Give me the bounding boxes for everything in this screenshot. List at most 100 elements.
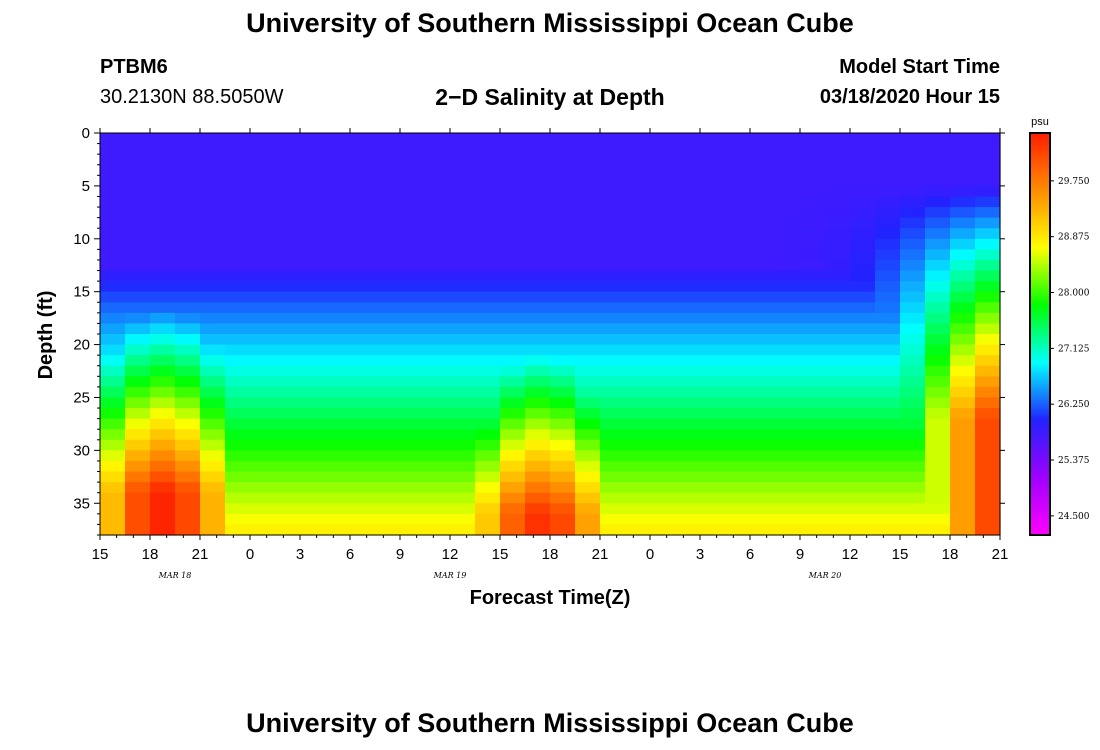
heatmap-cell [150, 355, 176, 367]
heatmap-cell [625, 471, 651, 483]
heatmap-cell [675, 450, 701, 462]
heatmap-cell [550, 312, 576, 325]
heatmap-cell [275, 228, 301, 240]
heatmap-cell [850, 386, 876, 399]
heatmap-cell [475, 323, 501, 335]
heatmap-cell [975, 207, 1001, 219]
heatmap-cell [500, 460, 526, 473]
heatmap-cell [250, 196, 276, 208]
heatmap-cell [125, 217, 151, 229]
heatmap-cell [875, 471, 901, 483]
heatmap-cell [600, 270, 626, 282]
heatmap-cell [850, 323, 876, 335]
heatmap-cell [100, 503, 126, 515]
heatmap-cell [250, 344, 276, 356]
heatmap-cell [300, 281, 326, 293]
heatmap-cell [475, 439, 501, 451]
heatmap-cell [425, 291, 451, 303]
heatmap-cell [350, 344, 376, 356]
heatmap-cell [575, 513, 601, 526]
heatmap-cell [500, 450, 526, 462]
heatmap-cell [375, 143, 401, 155]
model-start-label: Model Start Time [839, 56, 1000, 78]
heatmap-cell [450, 334, 476, 346]
heatmap-cell [725, 450, 751, 462]
heatmap-cell [250, 175, 276, 187]
y-tick-label: 10 [73, 231, 90, 248]
heatmap-cell [675, 355, 701, 367]
heatmap-cell [225, 397, 251, 409]
heatmap-cell [175, 270, 201, 282]
heatmap-cell [950, 133, 976, 145]
heatmap-cell [475, 185, 501, 198]
heatmap-cell [150, 513, 176, 526]
heatmap-cell [200, 344, 226, 356]
heatmap-cell [575, 450, 601, 462]
colorbar-ramp [1029, 132, 1051, 536]
heatmap-cell [175, 249, 201, 261]
heatmap-cell [125, 207, 151, 219]
heatmap-cell [675, 344, 701, 356]
heatmap-cell [425, 238, 451, 250]
heatmap-cell [325, 408, 351, 420]
heatmap-cell [725, 386, 751, 399]
heatmap-cell [975, 513, 1001, 526]
heatmap-cell [125, 482, 151, 494]
heatmap-cell [650, 376, 676, 388]
heatmap-cell [925, 281, 951, 293]
heatmap-cell [650, 365, 676, 377]
heatmap-cell [500, 376, 526, 388]
heatmap-cell [700, 302, 726, 314]
heatmap-cell [125, 291, 151, 303]
heatmap-cell [400, 418, 426, 430]
heatmap-cell [450, 408, 476, 420]
heatmap-cell [750, 133, 776, 145]
heatmap-cell [900, 302, 926, 314]
heatmap-cell [250, 450, 276, 462]
heatmap-cell [325, 376, 351, 388]
heatmap-cell [400, 334, 426, 346]
heatmap-cell [950, 471, 976, 483]
heatmap-cell [900, 408, 926, 420]
heatmap-cell [875, 259, 901, 272]
heatmap-cell [225, 164, 251, 176]
heatmap-cell [350, 302, 376, 314]
model-start-value: 03/18/2020 Hour 15 [819, 86, 1000, 108]
heatmap-cell [650, 503, 676, 515]
heatmap-cell [950, 238, 976, 250]
heatmap-cell [600, 312, 626, 325]
heatmap-cell [950, 323, 976, 335]
heatmap-cell [850, 259, 876, 272]
heatmap-cell [250, 365, 276, 377]
heatmap-cell [225, 207, 251, 219]
heatmap-cell [775, 397, 801, 409]
heatmap-cell [525, 281, 551, 293]
colorbar-label: 27.125 [1058, 344, 1090, 354]
heatmap-cell [575, 460, 601, 473]
heatmap-cell [750, 175, 776, 187]
heatmap-cell [725, 408, 751, 420]
heatmap-cell [975, 408, 1001, 420]
heatmap-cell [700, 460, 726, 473]
heatmap-cell [425, 344, 451, 356]
heatmap-cell [550, 323, 576, 335]
heatmap-cell [825, 450, 851, 462]
heatmap-cell [300, 376, 326, 388]
heatmap-cell [900, 207, 926, 219]
heatmap-cell [300, 259, 326, 272]
heatmap-cell [100, 175, 126, 187]
heatmap-cell [925, 471, 951, 483]
x-tick-label: 9 [396, 546, 404, 563]
heatmap-cell [375, 154, 401, 166]
heatmap-cell [475, 397, 501, 409]
heatmap-cell [250, 281, 276, 293]
heatmap-cell [875, 238, 901, 250]
heatmap-cell [225, 238, 251, 250]
heatmap-cell [350, 418, 376, 430]
heatmap-cell [600, 238, 626, 250]
heatmap-cell [700, 513, 726, 526]
heatmap-cell [700, 334, 726, 346]
heatmap-cell [400, 270, 426, 282]
heatmap-cell [600, 460, 626, 473]
heatmap-cell [300, 196, 326, 208]
